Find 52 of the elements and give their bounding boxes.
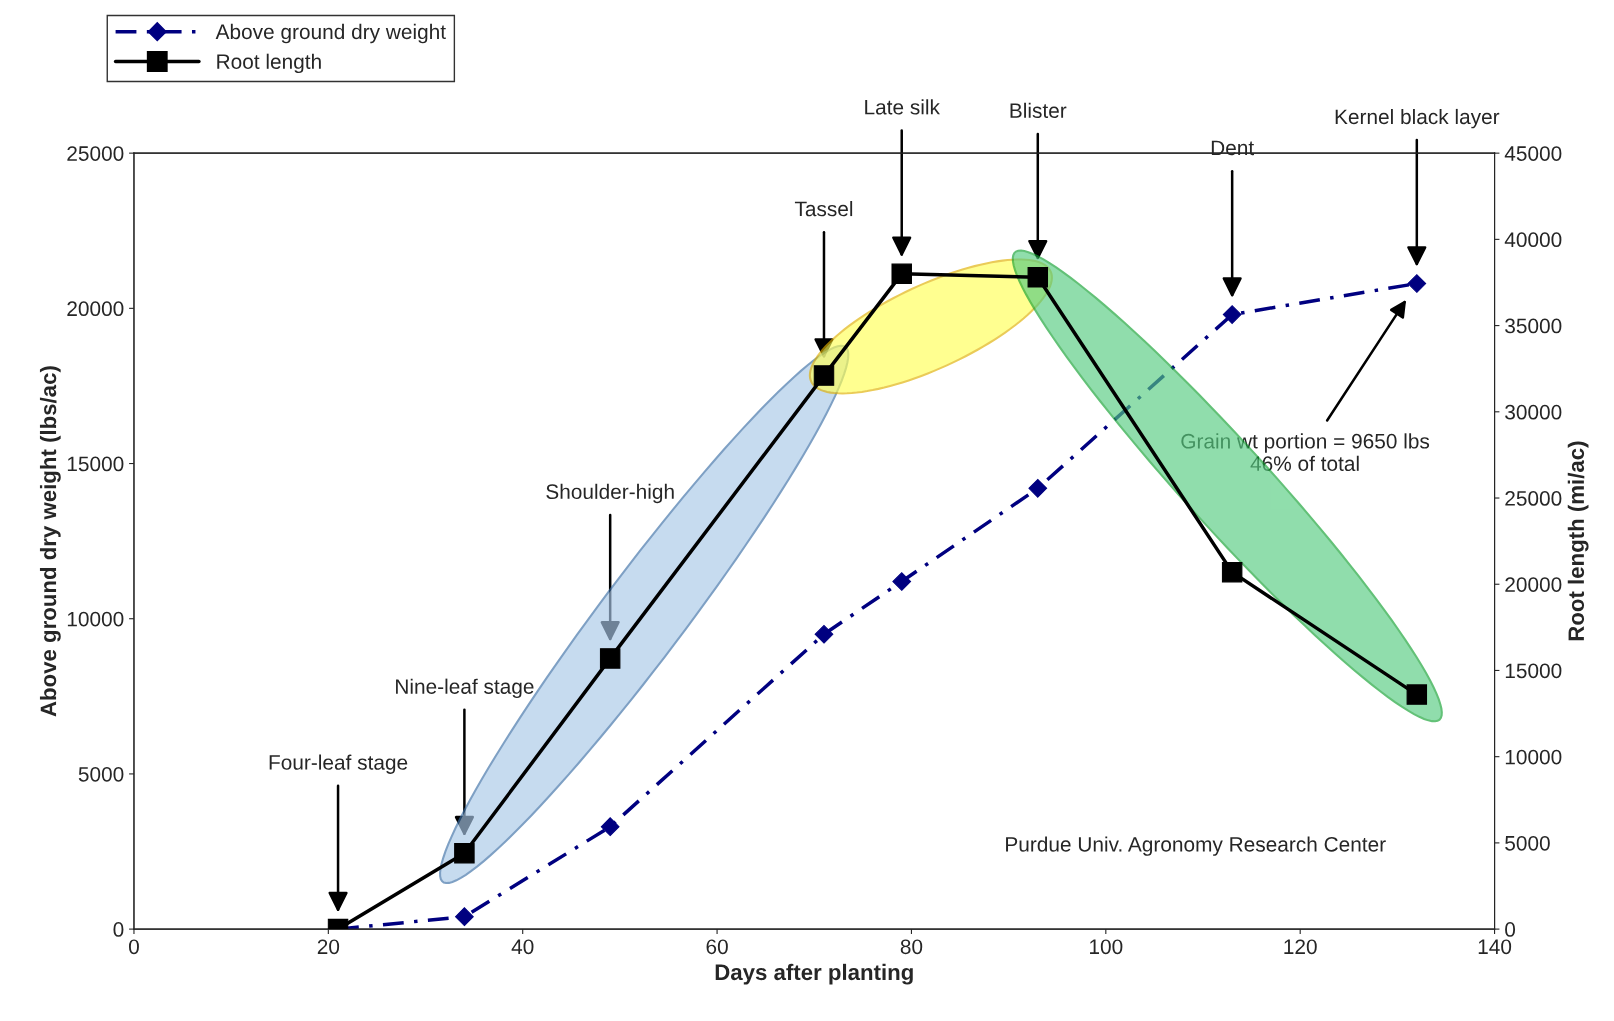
point bbox=[1406, 684, 1428, 705]
y2-tick-label: 30000 bbox=[1505, 404, 1562, 420]
point bbox=[455, 907, 474, 927]
y-tick-label: 15000 bbox=[67, 456, 124, 472]
y2-tick-label: 5000 bbox=[1505, 835, 1550, 851]
y2-tick-label: 0 bbox=[1505, 922, 1516, 937]
point bbox=[1221, 561, 1243, 583]
x-tick-label: 140 bbox=[1478, 939, 1512, 955]
y-tick-label: 5000 bbox=[78, 766, 124, 782]
y2-tick-label: 35000 bbox=[1505, 318, 1562, 334]
point bbox=[1222, 305, 1242, 324]
point bbox=[1028, 479, 1048, 498]
x-axis-title: Days after planting bbox=[715, 963, 913, 985]
point bbox=[814, 624, 834, 644]
annotation: Late silk bbox=[865, 99, 940, 115]
x-tick-label: 40 bbox=[511, 939, 534, 955]
point bbox=[1027, 267, 1049, 288]
annotation: Shoulder-high bbox=[546, 483, 674, 504]
point bbox=[599, 648, 621, 669]
annotation: Four-leaf stage bbox=[269, 754, 408, 774]
y-tick-label: 25000 bbox=[67, 146, 124, 161]
y2-tick-label: 20000 bbox=[1505, 577, 1562, 592]
annotation: Tassel bbox=[794, 200, 853, 217]
point bbox=[892, 572, 912, 591]
y2-tick-label: 15000 bbox=[1505, 663, 1562, 679]
y-tick-label: 10000 bbox=[67, 611, 124, 627]
annotation: Purdue Univ. Agronomy Research Center bbox=[1006, 836, 1386, 856]
y2-tick-label: 40000 bbox=[1504, 232, 1562, 248]
y2-tick-label: 25000 bbox=[1505, 491, 1562, 506]
x-tick-label: 80 bbox=[900, 939, 923, 955]
y-tick-label: 20000 bbox=[67, 301, 124, 317]
point bbox=[600, 817, 620, 837]
annotation: Blister bbox=[1010, 102, 1067, 118]
legend-label: Root length bbox=[217, 53, 321, 74]
x-tick-label: 120 bbox=[1284, 939, 1317, 955]
x-tick-label: 60 bbox=[706, 939, 728, 955]
x-tick-label: 0 bbox=[128, 939, 139, 955]
x-tick-label: 100 bbox=[1090, 939, 1123, 955]
annotation: Nine-leaf stage bbox=[396, 678, 534, 699]
legend-label: Above ground dry weight bbox=[215, 23, 446, 44]
point bbox=[813, 365, 835, 386]
y2-axis-title: Root length (mi/ac) bbox=[1567, 441, 1589, 641]
y2-tick-label: 10000 bbox=[1505, 749, 1562, 765]
y-axis-title: Above ground dry weight (lbs/ac) bbox=[39, 366, 61, 717]
annotation: Dent bbox=[1211, 140, 1255, 156]
y2-tick-label: 45000 bbox=[1504, 146, 1562, 161]
point bbox=[891, 263, 912, 285]
y-tick-label: 0 bbox=[113, 922, 124, 937]
annotation: Kernel black layer bbox=[1335, 108, 1500, 129]
x-tick-label: 20 bbox=[317, 939, 340, 955]
point bbox=[1407, 274, 1427, 293]
point bbox=[454, 843, 475, 864]
